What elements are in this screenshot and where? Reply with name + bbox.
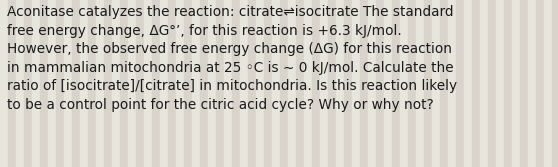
Bar [528, 0, 536, 167]
Bar [72, 0, 80, 167]
Bar [272, 0, 280, 167]
Bar [448, 0, 456, 167]
Bar [168, 0, 176, 167]
Bar [384, 0, 392, 167]
Bar [376, 0, 384, 167]
Bar [392, 0, 400, 167]
Bar [512, 0, 520, 167]
Bar [544, 0, 552, 167]
Bar [40, 0, 48, 167]
Bar [312, 0, 320, 167]
Bar [240, 0, 248, 167]
Bar [536, 0, 544, 167]
Bar [184, 0, 192, 167]
Bar [16, 0, 24, 167]
Bar [464, 0, 472, 167]
Bar [64, 0, 72, 167]
Bar [192, 0, 200, 167]
Bar [296, 0, 304, 167]
Bar [520, 0, 528, 167]
Bar [552, 0, 558, 167]
Bar [360, 0, 368, 167]
Bar [120, 0, 128, 167]
Bar [504, 0, 512, 167]
Bar [344, 0, 352, 167]
Bar [440, 0, 448, 167]
Bar [96, 0, 104, 167]
Bar [280, 0, 288, 167]
Bar [200, 0, 208, 167]
Bar [320, 0, 328, 167]
Bar [32, 0, 40, 167]
Bar [488, 0, 496, 167]
Bar [48, 0, 56, 167]
Bar [256, 0, 264, 167]
Bar [80, 0, 88, 167]
Bar [288, 0, 296, 167]
Bar [496, 0, 504, 167]
Bar [328, 0, 336, 167]
Bar [24, 0, 32, 167]
Bar [136, 0, 144, 167]
Bar [216, 0, 224, 167]
Bar [480, 0, 488, 167]
Bar [336, 0, 344, 167]
Bar [8, 0, 16, 167]
Bar [88, 0, 96, 167]
Bar [112, 0, 120, 167]
Bar [304, 0, 312, 167]
Bar [56, 0, 64, 167]
Bar [432, 0, 440, 167]
Bar [152, 0, 160, 167]
Bar [408, 0, 416, 167]
Bar [472, 0, 480, 167]
Bar [400, 0, 408, 167]
Bar [224, 0, 232, 167]
Bar [368, 0, 376, 167]
Bar [144, 0, 152, 167]
Bar [160, 0, 168, 167]
Bar [416, 0, 424, 167]
Bar [456, 0, 464, 167]
Bar [176, 0, 184, 167]
Bar [264, 0, 272, 167]
Bar [128, 0, 136, 167]
Bar [248, 0, 256, 167]
Bar [352, 0, 360, 167]
Bar [232, 0, 240, 167]
Bar [424, 0, 432, 167]
Bar [208, 0, 216, 167]
Bar [0, 0, 8, 167]
Text: Aconitase catalyzes the reaction: citrate⇌isocitrate The standard
free energy ch: Aconitase catalyzes the reaction: citrat… [7, 5, 458, 112]
Bar [104, 0, 112, 167]
